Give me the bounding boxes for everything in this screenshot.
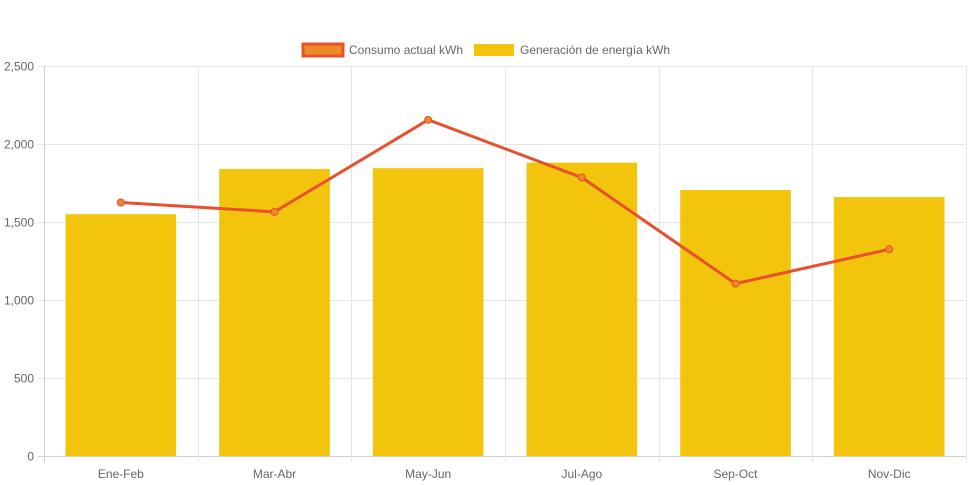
x-tick-label: May-Jun [405, 467, 451, 481]
x-tick-label: Sep-Oct [713, 467, 758, 481]
line-series [116, 115, 894, 288]
line-point [116, 198, 125, 207]
axes: 0 500 1,000 1,500 2,000 2,500 Ene-Feb Mar-Abr Ma… [4, 60, 911, 482]
y-tick-label: 1,000 [4, 294, 34, 308]
y-tick-label: 1,500 [4, 216, 34, 230]
line-point [885, 245, 894, 254]
y-tick-label: 2,000 [4, 138, 34, 152]
y-tick-label: 0 [27, 450, 34, 464]
x-tick-label: Mar-Abr [253, 467, 296, 481]
bar [372, 168, 484, 456]
y-tick-label: 2,500 [4, 60, 34, 74]
x-tick-label: Nov-Dic [868, 467, 911, 481]
line-point [270, 207, 279, 216]
bar [65, 214, 177, 456]
line-path [120, 118, 890, 286]
legend: Consumo actual kWh Generación de energía … [301, 42, 670, 58]
line-point [424, 115, 433, 124]
bar [680, 190, 791, 456]
gridlines [38, 66, 967, 463]
bar-series [65, 162, 945, 457]
legend-swatch-generacion [474, 44, 514, 56]
line-point [731, 279, 740, 288]
line-point [577, 173, 586, 182]
legend-swatch-consumo [301, 42, 345, 58]
y-tick-label: 500 [14, 372, 34, 386]
legend-label-consumo: Consumo actual kWh [349, 43, 463, 57]
x-tick-label: Ene-Feb [98, 467, 144, 481]
bar [833, 197, 945, 457]
bar [526, 162, 638, 456]
x-tick-label: Jul-Ago [561, 467, 602, 481]
legend-label-generacion: Generación de energía kWh [520, 43, 670, 57]
bar [219, 168, 330, 456]
